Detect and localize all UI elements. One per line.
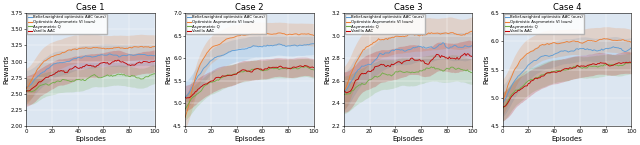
Y-axis label: Rewards: Rewards xyxy=(483,55,490,84)
Legend: Belief-weighted optimistic AAC (ours), Optimistic Asymmetric VI (ours), Asymmetr: Belief-weighted optimistic AAC (ours), O… xyxy=(504,14,584,34)
Legend: Belief-weighted optimistic AAC (ours), Optimistic Asymmetric VI (ours), Asymmetr: Belief-weighted optimistic AAC (ours), O… xyxy=(28,14,108,34)
X-axis label: Episodes: Episodes xyxy=(234,136,265,142)
Legend: Belief-weighted optimistic AAC (ours), Optimistic Asymmetric VI (ours), Asymmetr: Belief-weighted optimistic AAC (ours), O… xyxy=(186,14,266,34)
Title: Case 4: Case 4 xyxy=(553,3,581,12)
X-axis label: Episodes: Episodes xyxy=(75,136,106,142)
Title: Case 2: Case 2 xyxy=(235,3,264,12)
Legend: Belief-weighted optimistic AAC (ours), Optimistic Asymmetric VI (ours), Asymmetr: Belief-weighted optimistic AAC (ours), O… xyxy=(345,14,425,34)
Title: Case 3: Case 3 xyxy=(394,3,422,12)
Y-axis label: Rewards: Rewards xyxy=(3,55,10,84)
Y-axis label: Rewards: Rewards xyxy=(324,55,330,84)
X-axis label: Episodes: Episodes xyxy=(393,136,424,142)
Y-axis label: Rewards: Rewards xyxy=(166,55,172,84)
Title: Case 1: Case 1 xyxy=(76,3,105,12)
X-axis label: Episodes: Episodes xyxy=(552,136,582,142)
